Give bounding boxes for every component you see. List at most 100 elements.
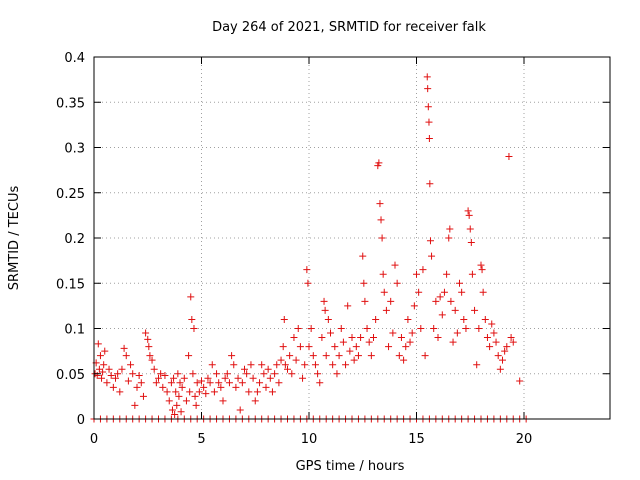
data-point bbox=[335, 352, 343, 360]
data-point bbox=[264, 365, 272, 373]
data-point bbox=[286, 352, 294, 360]
data-point bbox=[425, 118, 433, 126]
data-point bbox=[496, 365, 504, 373]
data-point bbox=[456, 279, 463, 287]
chart-title: Day 264 of 2021, SRMTID for receiver fal… bbox=[212, 20, 486, 35]
data-point bbox=[281, 361, 289, 369]
data-point bbox=[135, 372, 143, 380]
data-point bbox=[177, 408, 185, 416]
data-point bbox=[192, 401, 200, 409]
y-tick-label: 0.05 bbox=[56, 368, 85, 383]
data-point bbox=[473, 361, 481, 369]
data-point bbox=[174, 370, 182, 378]
data-point bbox=[385, 343, 393, 351]
data-point bbox=[440, 288, 448, 296]
x-tick-label: 10 bbox=[301, 432, 318, 447]
data-point bbox=[419, 266, 427, 274]
y-tick-label: 0.3 bbox=[64, 142, 85, 157]
data-point bbox=[451, 306, 459, 314]
data-point bbox=[109, 383, 117, 391]
data-point bbox=[243, 370, 251, 378]
data-point bbox=[172, 388, 180, 396]
data-point bbox=[268, 388, 276, 396]
data-point bbox=[150, 365, 158, 373]
data-point bbox=[202, 390, 210, 398]
data-point bbox=[262, 383, 270, 391]
data-point bbox=[400, 356, 408, 364]
data-point bbox=[516, 377, 524, 385]
data-point bbox=[387, 297, 395, 305]
data-point bbox=[241, 365, 248, 373]
data-point bbox=[195, 388, 203, 396]
x-tick-label: 20 bbox=[516, 432, 533, 447]
data-point bbox=[137, 379, 145, 387]
data-point bbox=[190, 325, 198, 332]
data-point bbox=[316, 379, 324, 387]
data-point bbox=[146, 352, 154, 360]
data-point bbox=[321, 306, 329, 314]
data-point bbox=[157, 370, 165, 378]
data-point bbox=[363, 325, 371, 332]
data-point bbox=[247, 361, 255, 369]
data-point bbox=[346, 347, 354, 355]
data-point bbox=[391, 261, 399, 269]
data-point bbox=[501, 347, 509, 355]
data-point bbox=[327, 329, 334, 337]
data-point bbox=[185, 352, 193, 360]
x-axis-label: GPS time / hours bbox=[296, 459, 405, 474]
data-point bbox=[425, 134, 433, 142]
data-point bbox=[251, 397, 259, 405]
data-point bbox=[311, 361, 319, 369]
data-point bbox=[292, 356, 300, 364]
data-point bbox=[505, 153, 513, 161]
data-point bbox=[402, 343, 410, 351]
data-point bbox=[236, 406, 244, 414]
data-point bbox=[204, 374, 212, 382]
data-point bbox=[188, 315, 196, 323]
data-point bbox=[426, 237, 434, 245]
data-point bbox=[446, 225, 454, 233]
data-point bbox=[404, 315, 412, 323]
data-point bbox=[133, 383, 141, 391]
data-point bbox=[503, 343, 511, 351]
data-point bbox=[94, 340, 102, 348]
data-point bbox=[357, 334, 365, 342]
data-point bbox=[124, 377, 132, 385]
data-point bbox=[170, 374, 178, 382]
data-point bbox=[93, 372, 101, 380]
data-point bbox=[413, 270, 420, 278]
data-point bbox=[234, 374, 242, 382]
data-point bbox=[415, 288, 423, 296]
data-point bbox=[382, 306, 390, 314]
data-point bbox=[494, 352, 502, 360]
data-point bbox=[354, 352, 362, 360]
data-point bbox=[333, 370, 341, 378]
data-point bbox=[423, 73, 431, 81]
data-point bbox=[213, 370, 221, 378]
data-point bbox=[277, 356, 285, 364]
data-point bbox=[145, 343, 153, 351]
data-point bbox=[182, 397, 190, 405]
data-point bbox=[443, 270, 451, 278]
data-point bbox=[148, 356, 156, 364]
data-points bbox=[90, 73, 530, 423]
data-point bbox=[432, 297, 440, 305]
data-point bbox=[348, 334, 356, 342]
x-tick-label: 0 bbox=[90, 432, 98, 447]
data-point bbox=[380, 288, 388, 296]
data-point bbox=[324, 315, 332, 323]
data-point bbox=[105, 365, 113, 373]
data-point bbox=[445, 234, 453, 242]
data-point bbox=[187, 293, 195, 301]
data-point bbox=[142, 329, 150, 337]
data-point bbox=[208, 361, 216, 369]
axis-ticks bbox=[93, 56, 610, 420]
data-point bbox=[428, 252, 436, 260]
data-point bbox=[223, 370, 231, 378]
data-point bbox=[152, 379, 160, 387]
data-point bbox=[481, 315, 489, 323]
data-point bbox=[206, 379, 214, 387]
data-point bbox=[342, 361, 350, 369]
data-point bbox=[360, 279, 368, 287]
